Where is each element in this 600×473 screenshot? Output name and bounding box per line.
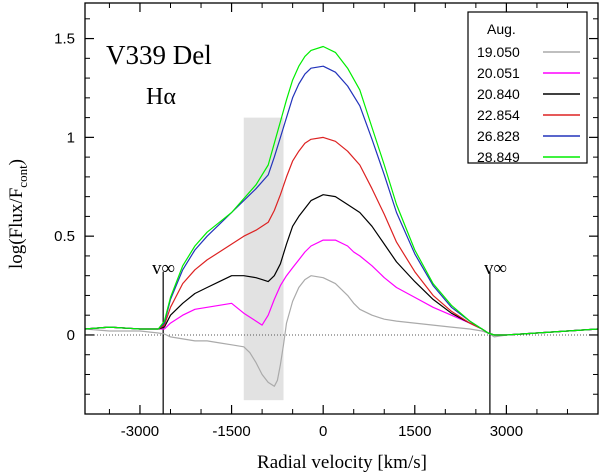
x-tick-label: 3000	[490, 423, 523, 440]
v-inf-label-right: v∞	[484, 258, 507, 279]
legend-label-26.828: 26.828	[477, 128, 520, 144]
chart-title: V339 Del	[106, 40, 212, 70]
x-tick-label: 1500	[398, 423, 431, 440]
series-line-19.050	[84, 275, 599, 387]
chart-subtitle: Hα	[146, 84, 176, 110]
y-tick-label: 1.5	[54, 31, 75, 48]
y-axis-label-close: )	[6, 159, 27, 165]
legend-label-20.051: 20.051	[477, 65, 520, 81]
y-tick-label: 1	[67, 129, 75, 146]
x-tick-label: -3000	[121, 423, 159, 440]
y-axis-label-main: log(Flux/F	[6, 188, 27, 269]
v-inf-label-left: v∞	[152, 258, 175, 279]
plot-frame	[84, 2, 599, 415]
y-tick-label: 0.5	[54, 228, 75, 245]
legend-label-19.050: 19.050	[477, 44, 520, 60]
y-axis-label-sub: cont	[15, 165, 30, 188]
shaded-region	[243, 117, 284, 401]
legend: Aug. 19.050 20.051 20.840 22.854 26.828 28.84…	[467, 11, 588, 165]
y-axis-label: log(Flux/Fcont)	[6, 159, 30, 269]
x-axis-label: Radial velocity [km/s]	[257, 452, 427, 473]
legend-label-20.840: 20.840	[477, 86, 520, 102]
series-line-22.854	[84, 136, 599, 336]
legend-box	[467, 11, 588, 164]
series-line-28.849	[84, 45, 599, 336]
legend-label-28.849: 28.849	[477, 149, 520, 165]
y-tick-label: 0	[67, 327, 75, 344]
x-tick-label: -1500	[212, 423, 250, 440]
legend-title: Aug.	[487, 21, 516, 37]
series-line-20.051	[84, 239, 599, 336]
legend-label-22.854: 22.854	[477, 107, 520, 123]
x-tick-label: 0	[319, 423, 327, 440]
